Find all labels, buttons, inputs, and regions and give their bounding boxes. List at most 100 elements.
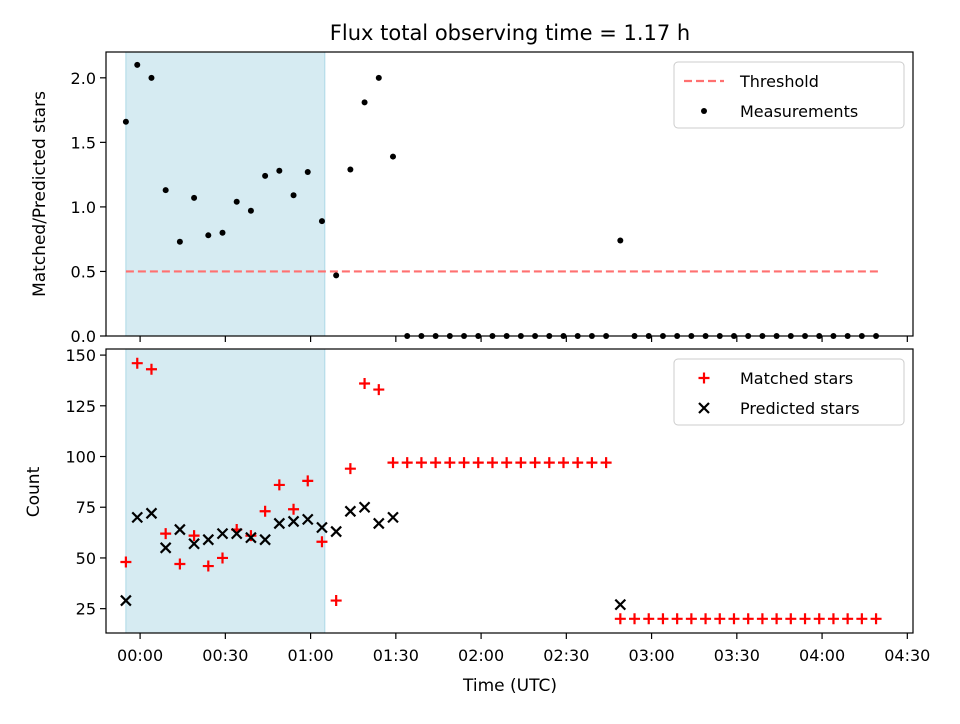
measurement-point [219, 229, 226, 236]
measurement-point [375, 74, 382, 81]
matched-star-point [771, 613, 783, 625]
measurement-point [290, 192, 297, 199]
matched-star-point [145, 363, 157, 375]
ratio-y-tick-label: 1.0 [71, 198, 96, 217]
measurement-point [617, 237, 624, 244]
predicted-star-point [614, 598, 627, 611]
matched-star-point [643, 613, 655, 625]
measurement-point [247, 207, 254, 214]
measurement-point [205, 232, 212, 239]
matched-star-point [813, 613, 825, 625]
predicted-star-point [159, 542, 172, 554]
x-tick-label: 00:00 [117, 646, 163, 665]
count-y-tick-label: 150 [65, 346, 96, 365]
matched-star-point [799, 613, 811, 625]
predicted-star-point [301, 513, 314, 526]
matched-star-point [415, 457, 427, 469]
matched-star-point [600, 457, 612, 469]
matched-star-point [714, 613, 726, 625]
count-legend-label: Predicted stars [740, 399, 860, 418]
chart-title: Flux total observing time = 1.17 h [330, 21, 690, 45]
matched-star-point [756, 613, 768, 625]
count-y-tick-label: 50 [76, 549, 96, 568]
matched-star-point [614, 613, 626, 625]
matched-star-point [557, 457, 569, 469]
matched-star-point [785, 613, 797, 625]
matched-star-point [700, 613, 712, 625]
matched-star-point [217, 552, 229, 564]
matched-star-point [160, 528, 172, 540]
matched-star-point [373, 384, 385, 396]
ratio-y-axis-label: Matched/Predicted stars [30, 91, 50, 297]
predicted-star-point [316, 521, 328, 534]
matched-star-point [316, 536, 328, 548]
measurement-point [122, 118, 129, 125]
matched-star-point [742, 613, 754, 625]
matched-star-point [444, 457, 456, 469]
matched-star-point [202, 560, 214, 572]
ratio-y-tick-label: 0.0 [71, 327, 96, 346]
x-tick-label: 04:30 [884, 646, 930, 665]
x-axis-label: Time (UTC) [462, 676, 557, 696]
matched-star-point [288, 503, 300, 515]
x-tick-label: 02:30 [543, 646, 589, 665]
x-tick-label: 04:00 [799, 646, 845, 665]
matched-star-point [728, 613, 740, 625]
ratio-legend-label: Measurements [740, 102, 858, 121]
predicted-star-point [273, 517, 286, 530]
matched-star-point [685, 613, 697, 625]
predicted-star-point [330, 525, 342, 538]
matched-star-point [458, 457, 470, 469]
ratio-legend-swatch [701, 108, 707, 114]
count-y-axis-label: Count [24, 466, 44, 517]
predicted-star-point [230, 527, 243, 540]
count-legend-box [673, 358, 905, 426]
matched-star-point [330, 595, 342, 607]
matched-star-point [529, 457, 541, 469]
count-y-tick-label: 75 [76, 498, 96, 517]
predicted-star-point [358, 501, 371, 514]
count-y-tick-label: 100 [65, 448, 96, 467]
x-tick-label: 03:30 [714, 646, 760, 665]
matched-star-point [120, 556, 132, 568]
predicted-star-point [174, 523, 186, 536]
predicted-star-point [131, 511, 144, 524]
ratio-legend-label: Threshold [739, 72, 819, 91]
matched-star-point [359, 377, 371, 389]
matched-star-point [572, 457, 584, 469]
predicted-star-point [120, 594, 132, 607]
count-legend-swatch [698, 372, 710, 384]
measurement-point [162, 187, 169, 194]
count-shaded-span [125, 348, 326, 634]
matched-star-point [543, 457, 555, 469]
count-legend-label: Matched stars [740, 369, 853, 388]
matched-star-point [344, 463, 356, 475]
matched-star-point [515, 457, 527, 469]
count-panel: 25 50 75 100 125 150 00:00 00:30 01:00 01:30 02:00… [65, 346, 930, 665]
measurement-point [191, 194, 198, 201]
predicted-star-point [202, 533, 215, 546]
measurement-point [347, 166, 354, 173]
matched-star-point [131, 357, 143, 369]
x-tick-label: 01:30 [373, 646, 419, 665]
measurement-point [233, 198, 240, 205]
matched-star-point [870, 613, 882, 625]
matched-star-point [174, 558, 186, 570]
predicted-star-point [387, 511, 399, 524]
matched-star-point [245, 530, 257, 542]
measurement-point [276, 167, 283, 174]
matched-star-point [302, 475, 314, 487]
measurement-point [134, 61, 141, 68]
predicted-star-point [145, 507, 158, 520]
x-tick-label: 02:00 [458, 646, 504, 665]
x-tick-label: 00:30 [202, 646, 248, 665]
count-y-tick-label: 125 [65, 397, 96, 416]
measurement-point [304, 169, 311, 176]
matched-star-point [629, 613, 641, 625]
measurement-point [318, 218, 325, 225]
ratio-legend-box [673, 61, 905, 129]
x-tick-label: 01:00 [288, 646, 334, 665]
matched-star-point [401, 457, 413, 469]
predicted-star-point [259, 533, 271, 546]
